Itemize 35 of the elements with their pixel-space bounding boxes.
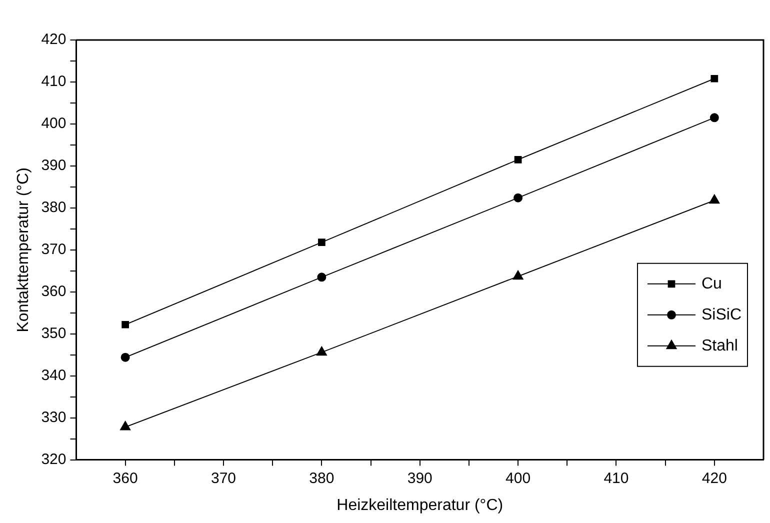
y-tick-label: 370 (41, 241, 66, 258)
y-tick-label: 350 (41, 325, 66, 342)
point (120, 352, 130, 362)
point (122, 320, 129, 328)
y-tick-label: 400 (41, 115, 66, 132)
legend-label: Stahl (701, 337, 738, 354)
x-tick-label: 420 (702, 470, 727, 487)
point (318, 238, 326, 246)
point (512, 270, 524, 280)
y-tick-label: 380 (41, 199, 66, 216)
x-tick-label: 370 (210, 470, 236, 487)
legend-label: SiSiC (701, 306, 742, 324)
point (317, 272, 326, 282)
y-tick-label: 390 (41, 157, 66, 174)
x-tick-label: 360 (112, 470, 138, 487)
y-tick-label: 410 (41, 73, 66, 90)
y-tick-label: 320 (41, 450, 66, 468)
x-tick-label: 400 (506, 470, 531, 487)
x-axis-title: Heizkeiltemperatur (°C) (336, 496, 504, 514)
legend-label: Cu (701, 275, 722, 292)
x-tick-label: 390 (407, 470, 432, 487)
point (514, 156, 522, 164)
y-tick-label: 330 (41, 408, 66, 426)
y-tick-label: 420 (41, 31, 66, 48)
point (710, 113, 719, 122)
y-tick-label: 360 (41, 283, 66, 300)
point (120, 421, 131, 430)
point (316, 346, 327, 356)
x-tick-label: 380 (309, 470, 334, 487)
point (709, 194, 720, 204)
y-axis-title: Kontakttemperatur (°C) (15, 168, 32, 332)
y-tick-label: 340 (41, 366, 66, 384)
x-tick-label: 410 (604, 470, 629, 487)
point (710, 74, 718, 82)
point (514, 193, 523, 202)
